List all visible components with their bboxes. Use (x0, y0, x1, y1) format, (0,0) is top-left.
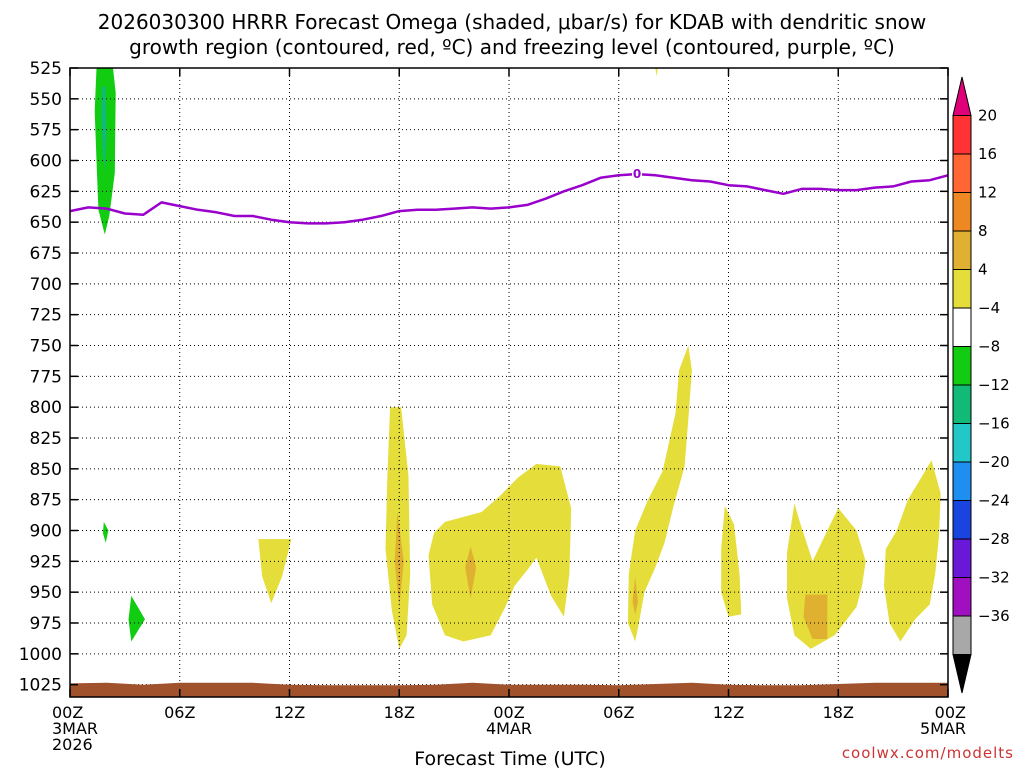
omega-region-11 (721, 505, 742, 617)
omega-region-2 (102, 521, 109, 543)
colorbar-label-5: −4 (978, 299, 1000, 317)
colorbar-segment-1 (952, 115, 972, 155)
colorbar-segment-14 (952, 615, 972, 655)
colorbar-segment-12 (952, 538, 972, 578)
colorbar-segment-11 (952, 500, 972, 540)
y-tick-label-3: 600 (30, 152, 62, 172)
x-tick-label-8-1: 5MAR (920, 719, 966, 738)
y-tick-label-5: 650 (30, 213, 62, 233)
colorbar-label-1: 16 (978, 145, 997, 163)
omega-region-14 (884, 460, 941, 642)
colorbar-label-12: −32 (978, 569, 1010, 587)
colorbar-segment-0 (952, 76, 972, 116)
y-tick-label-20: 1025 (19, 676, 62, 696)
omega-region-4 (258, 539, 292, 604)
colorbar-segment-8 (952, 384, 972, 424)
colorbar-label-6: −8 (978, 338, 1000, 356)
colorbar-label-9: −20 (978, 453, 1010, 471)
freezing-level-label-bg (632, 167, 643, 180)
credit-text: coolwx.com/modelts (842, 744, 1014, 762)
x-tick-label-8-0: 00Z (935, 703, 966, 722)
omega-region-10 (632, 577, 638, 615)
colorbar-segment-13 (952, 577, 972, 617)
omega-region-1 (101, 86, 107, 173)
y-tick-label-10: 775 (30, 367, 62, 387)
omega-region-15 (655, 68, 658, 77)
x-tick-label-4-0: 00Z (493, 703, 524, 722)
colorbar-label-4: 4 (978, 261, 988, 279)
x-tick-label-5-0: 06Z (603, 703, 634, 722)
colorbar-label-8: −16 (978, 415, 1010, 433)
y-tick-label-8: 725 (30, 306, 62, 326)
y-tick-label-11: 800 (30, 398, 62, 418)
y-tick-label-2: 575 (30, 121, 62, 141)
colorbar-segment-15 (952, 654, 972, 694)
colorbar-segment-9 (952, 423, 972, 463)
omega-region-7 (428, 463, 572, 642)
omega-region-6 (394, 512, 404, 607)
x-tick-label-2-0: 12Z (274, 703, 305, 722)
colorbar-segment-4 (952, 230, 972, 270)
x-tick-label-3-0: 18Z (384, 703, 415, 722)
colorbar-segment-2 (952, 153, 972, 193)
x-tick-label-4-1: 4MAR (486, 719, 532, 738)
colorbar-label-10: −24 (978, 492, 1010, 510)
y-axis: 525 550 575 600 625 650 675 700 725 750 775 800 825 8… (19, 59, 948, 696)
colorbar-segment-10 (952, 461, 972, 501)
omega-region-13 (803, 594, 828, 639)
x-tick-label-0-1: 3MAR (52, 719, 98, 738)
colorbar-label-2: 12 (978, 184, 997, 202)
colorbar-label-11: −28 (978, 530, 1010, 548)
x-tick-label-0-0: 00Z (52, 703, 83, 722)
y-tick-label-4: 625 (30, 182, 62, 202)
colorbar-label-7: −12 (978, 376, 1010, 394)
x-tick-label-6-0: 12Z (713, 703, 744, 722)
colorbar-segment-5 (952, 269, 972, 309)
colorbar-segment-7 (952, 346, 972, 386)
colorbar-label-3: 8 (978, 222, 988, 240)
chart-title-line1: 2026030300 HRRR Forecast Omega (shaded, … (98, 10, 926, 34)
colorbar-segment-6 (952, 307, 972, 347)
colorbar-label-13: −36 (978, 607, 1010, 625)
x-tick-label-1-0: 06Z (164, 703, 195, 722)
y-tick-label-0: 525 (30, 59, 62, 79)
y-tick-label-18: 975 (30, 614, 62, 634)
omega-region-3 (128, 595, 145, 642)
freezing-level-label: 0 (633, 167, 641, 181)
x-tick-label-0-2: 2026 (52, 735, 93, 754)
y-tick-label-13: 850 (30, 460, 62, 480)
y-tick-label-16: 925 (30, 552, 62, 572)
freezing-level-line (69, 172, 949, 225)
y-tick-label-6: 675 (30, 244, 62, 264)
colorbar-segment-3 (952, 192, 972, 232)
colorbar-label-0: 20 (978, 107, 997, 125)
y-tick-label-19: 1000 (19, 645, 62, 665)
y-tick-label-15: 900 (30, 522, 62, 542)
y-tick-label-1: 550 (30, 90, 62, 110)
chart-title-line2: growth region (contoured, red, ºC) and f… (129, 35, 895, 59)
y-tick-label-17: 950 (30, 583, 62, 603)
x-tick-label-7-0: 18Z (823, 703, 854, 722)
omega-region-9 (627, 345, 692, 642)
y-tick-label-7: 700 (30, 275, 62, 295)
y-tick-label-14: 875 (30, 491, 62, 511)
plot-area: 0 (69, 67, 949, 698)
y-tick-label-12: 825 (30, 429, 62, 449)
omega-region-8 (465, 546, 477, 599)
y-tick-label-9: 750 (30, 337, 62, 357)
x-axis-label: Forecast Time (UTC) (414, 748, 605, 768)
colorbar: 20 16 12 8 4 −4 −8 −12 −16 −20 −24 −28 −32 −36 (952, 76, 1010, 694)
